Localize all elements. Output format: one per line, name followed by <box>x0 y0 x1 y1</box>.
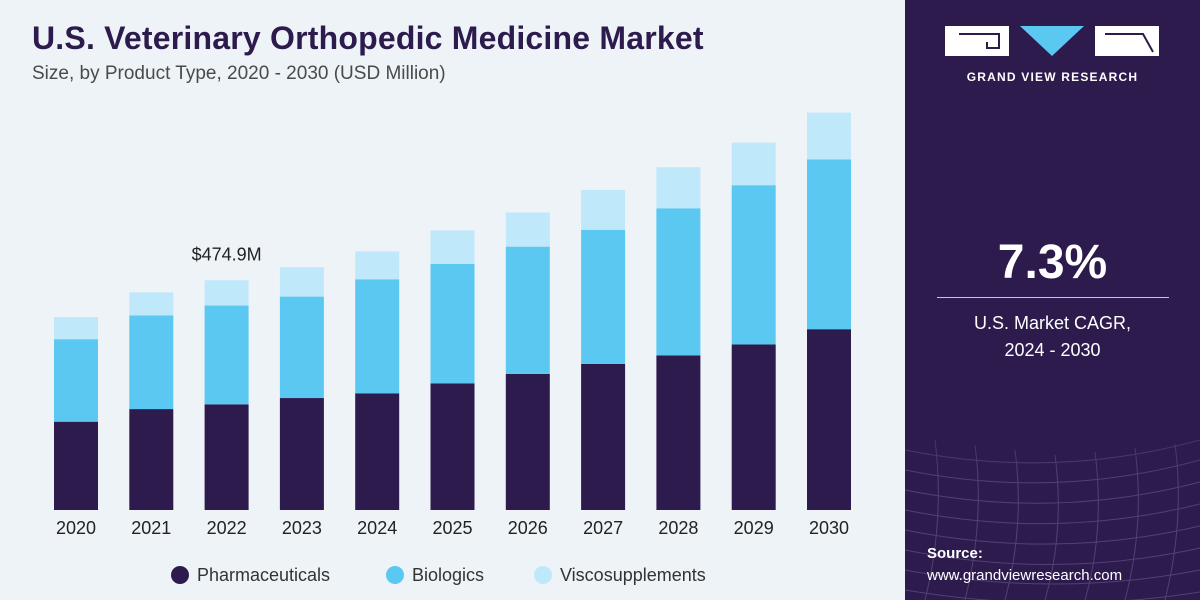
chart-subtitle: Size, by Product Type, 2020 - 2030 (USD … <box>32 63 446 84</box>
bar-biologics-2023 <box>279 296 324 399</box>
bar-viscosupplements-2027 <box>581 189 626 230</box>
legend-marker-biologics <box>386 566 404 584</box>
bar-pharmaceuticals-2027 <box>581 363 626 510</box>
x-tick-label-2020: 2020 <box>56 518 96 538</box>
bar-viscosupplements-2030 <box>807 112 851 160</box>
cagr-value: 7.3% <box>997 236 1108 289</box>
bar-biologics-2029 <box>731 185 776 345</box>
bar-viscosupplements-2025 <box>430 230 475 264</box>
bar-biologics-2022 <box>204 305 249 405</box>
cagr-label-line2: 2024 - 2030 <box>1004 340 1101 360</box>
page-title: U.S. Veterinary Orthopedic Medicine Mark… <box>32 20 704 56</box>
bar-pharmaceuticals-2028 <box>656 355 701 510</box>
grid-decoration <box>905 360 1200 600</box>
bar-viscosupplements-2024 <box>355 251 400 280</box>
x-tick-label-2024: 2024 <box>357 518 397 538</box>
bar-biologics-2027 <box>581 229 626 364</box>
divider <box>937 297 1169 298</box>
bar-viscosupplements-2020 <box>54 317 98 340</box>
bar-viscosupplements-2023 <box>279 267 324 297</box>
bar-pharmaceuticals-2020 <box>54 421 98 510</box>
bar-biologics-2025 <box>430 264 475 384</box>
x-tick-label-2021: 2021 <box>131 518 171 538</box>
bar-viscosupplements-2021 <box>129 292 174 316</box>
legend-marker-pharmaceuticals <box>171 566 189 584</box>
x-tick-label-2027: 2027 <box>583 518 623 538</box>
bar-biologics-2020 <box>54 339 98 422</box>
source-label: Source: <box>927 545 983 562</box>
bar-pharmaceuticals-2026 <box>505 373 550 510</box>
bar-biologics-2021 <box>129 315 174 410</box>
legend-marker-viscosupplements <box>534 566 552 584</box>
bar-pharmaceuticals-2029 <box>731 344 776 510</box>
bar-biologics-2024 <box>355 279 400 394</box>
source-link[interactable]: www.grandviewresearch.com <box>927 567 1123 584</box>
brand-name: GRAND VIEW RESEARCH <box>966 70 1139 84</box>
cagr-label-line1: U.S. Market CAGR, <box>973 313 1132 333</box>
x-tick-label-2026: 2026 <box>508 518 548 538</box>
x-tick-label-2023: 2023 <box>282 518 322 538</box>
grand-view-research-logo <box>945 26 1159 56</box>
bar-pharmaceuticals-2023 <box>279 398 324 510</box>
bar-biologics-2028 <box>656 208 701 356</box>
legend-label-biologics: Biologics <box>412 565 484 585</box>
chart-panel: U.S. Veterinary Orthopedic Medicine Mark… <box>0 0 905 600</box>
bar-viscosupplements-2026 <box>505 212 550 247</box>
x-tick-label-2029: 2029 <box>734 518 774 538</box>
bar-pharmaceuticals-2030 <box>807 329 851 510</box>
bar-viscosupplements-2022 <box>204 280 249 306</box>
cagr-label: U.S. Market CAGR, 2024 - 2030 <box>905 310 1200 364</box>
legend-label-viscosupplements: Viscosupplements <box>560 565 706 585</box>
bar-pharmaceuticals-2022 <box>204 404 249 510</box>
x-tick-label-2030: 2030 <box>809 518 849 538</box>
bar-pharmaceuticals-2025 <box>430 383 475 510</box>
bar-viscosupplements-2029 <box>731 142 776 186</box>
x-tick-label-2025: 2025 <box>432 518 472 538</box>
bar-viscosupplements-2028 <box>656 167 701 209</box>
x-tick-label-2022: 2022 <box>207 518 247 538</box>
bar-biologics-2026 <box>505 246 550 374</box>
x-tick-label-2028: 2028 <box>658 518 698 538</box>
stacked-bar-chart: 2020 2021 2022 $474.9M 2023 2024 2025 2026 2027 2… <box>54 112 851 585</box>
data-label-2022: $474.9M <box>192 244 262 264</box>
bar-pharmaceuticals-2021 <box>129 409 174 510</box>
bar-pharmaceuticals-2024 <box>355 393 400 510</box>
bar-biologics-2030 <box>807 159 851 330</box>
sidebar-panel: GRAND VIEW RESEARCH 7.3% U.S. Market CAG… <box>905 0 1200 600</box>
legend-label-pharmaceuticals: Pharmaceuticals <box>197 565 330 585</box>
